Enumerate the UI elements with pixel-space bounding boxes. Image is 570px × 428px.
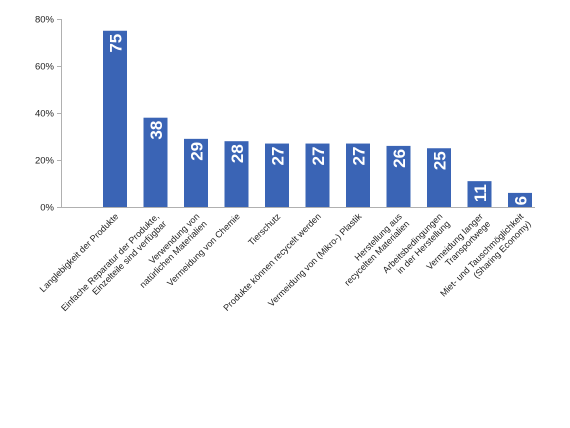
bar [224, 141, 249, 207]
bar-value-label: 28 [228, 144, 247, 163]
bar [467, 181, 492, 207]
bar [427, 148, 451, 207]
bar [508, 192, 532, 207]
y-tick-label: 20% [35, 156, 55, 167]
bar-value-label: 27 [269, 147, 288, 166]
bar-value-label: 11 [471, 184, 490, 202]
x-category-label: Einfache Reparatur der Produkte,Einzelte… [59, 211, 168, 320]
x-category-label: Tierschutz [246, 211, 283, 248]
bar-value-label: 27 [350, 147, 369, 166]
y-tick-label: 60% [35, 62, 55, 73]
bar [346, 143, 370, 207]
y-tick-label: 80% [35, 15, 55, 26]
bar [143, 117, 168, 207]
bar [184, 138, 208, 207]
bar-value-label: 29 [188, 142, 207, 161]
bar [305, 143, 330, 207]
bar [103, 30, 127, 207]
bar-value-label: 27 [309, 147, 328, 166]
bar-value-label: 6 [512, 196, 531, 205]
bar-value-label: 25 [431, 151, 450, 170]
bar-value-label: 26 [390, 149, 409, 168]
x-category-label-line: Tierschutz [246, 211, 283, 248]
bar [265, 143, 289, 207]
y-tick-label: 0% [40, 203, 54, 214]
bar-value-label: 75 [107, 34, 126, 53]
bar-value-label: 38 [147, 121, 166, 140]
bar [386, 145, 411, 207]
y-tick-label: 40% [35, 109, 55, 120]
